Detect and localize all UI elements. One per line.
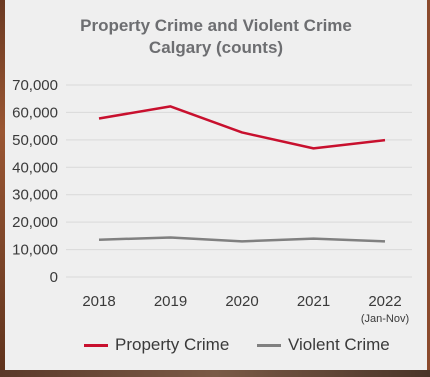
chart-title: Property Crime and Violent Crime [80, 16, 352, 35]
background-bottom [0, 370, 430, 377]
legend-swatch-violent-crime [257, 343, 281, 347]
legend-label-violent-crime: Violent Crime [288, 335, 390, 354]
series-line-violent-crime [98, 236, 386, 243]
x-tick-sublabel: (Jan-Nov) [361, 313, 409, 325]
y-tick-label: 50,000 [12, 132, 58, 149]
gridlines [66, 84, 412, 278]
background-strip [0, 0, 8, 377]
x-tick-label: 2018 [82, 293, 115, 310]
legend-item-violent-crime: Violent Crime [257, 335, 390, 355]
x-tick-label: 2022 [368, 293, 401, 310]
y-tick-label: 30,000 [12, 187, 58, 204]
x-tick-label: 2019 [154, 293, 187, 310]
y-tick-label: 60,000 [12, 104, 58, 121]
legend-item-property-crime: Property Crime [84, 335, 229, 355]
y-tick-label: 10,000 [12, 242, 58, 259]
legend-swatch-property-crime [84, 343, 108, 347]
y-tick-label: 70,000 [12, 77, 58, 94]
y-tick-label: 0 [50, 269, 58, 286]
y-tick-label: 20,000 [12, 214, 58, 231]
x-tick-label: 2021 [297, 293, 330, 310]
chart-panel [5, 0, 427, 370]
series-line-property-crime [98, 105, 386, 150]
legend: Property Crime Violent Crime [0, 335, 430, 359]
chart-subtitle: Calgary (counts) [148, 38, 284, 57]
x-axis-ticks: 2018 2019 2020 2021 2022 (Jan-Nov) [82, 293, 409, 325]
y-axis-ticks: 0 10,000 20,000 30,000 40,000 50,000 60,000 70,… [12, 77, 58, 286]
series-lines [98, 105, 386, 243]
x-tick-label: 2020 [225, 293, 258, 310]
y-tick-label: 40,000 [12, 159, 58, 176]
legend-label-property-crime: Property Crime [115, 335, 230, 354]
